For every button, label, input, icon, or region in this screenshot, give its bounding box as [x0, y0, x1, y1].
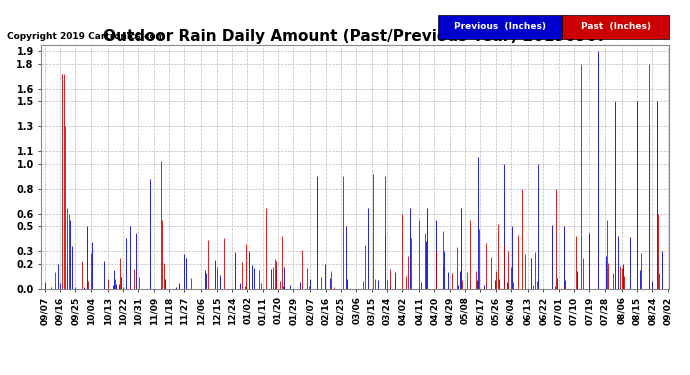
Text: Previous  (Inches): Previous (Inches) [454, 22, 546, 32]
Title: Outdoor Rain Daily Amount (Past/Previous Year) 20190907: Outdoor Rain Daily Amount (Past/Previous… [103, 29, 608, 44]
Text: Past  (Inches): Past (Inches) [581, 22, 651, 32]
Text: Copyright 2019 Cartronics.com: Copyright 2019 Cartronics.com [7, 32, 165, 41]
